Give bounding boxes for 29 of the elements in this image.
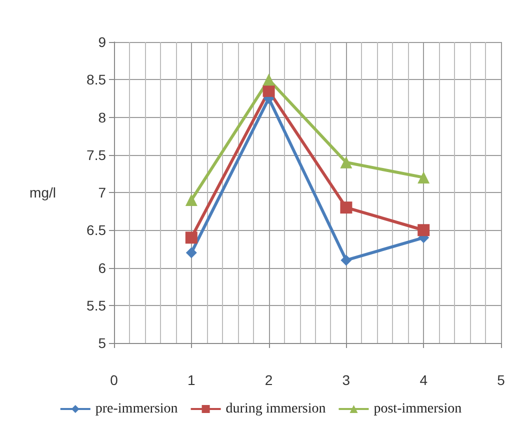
y-tick-label: 7 <box>98 184 106 200</box>
y-tick-label: 6.5 <box>86 222 106 238</box>
y-tick-label: 5 <box>98 335 106 351</box>
x-tick-label: 5 <box>497 372 506 388</box>
y-tick-label: 7.5 <box>86 146 106 163</box>
y-tick-label: 5.5 <box>86 297 106 314</box>
y-tick-label: 8.5 <box>86 72 106 88</box>
point <box>418 171 430 184</box>
point <box>185 232 198 244</box>
y-tick-label: 6 <box>98 260 106 276</box>
point <box>186 247 197 258</box>
legend-label: during immersion <box>226 402 326 416</box>
x-tick-label: 2 <box>264 372 273 388</box>
point <box>340 254 352 266</box>
legend-label: pre-immersion <box>95 402 178 416</box>
y-tick-label: 9 <box>98 34 106 50</box>
point <box>418 224 430 236</box>
x-tick-label: 3 <box>342 372 350 388</box>
x-tick-label: 4 <box>420 372 428 388</box>
y-tick-label: 8 <box>98 109 106 126</box>
point <box>340 156 352 168</box>
y-axis-title: mg/l <box>30 184 56 200</box>
point <box>262 74 275 86</box>
legend-label: post-immersion <box>374 402 462 416</box>
point <box>340 202 352 214</box>
x-tick-label: 1 <box>188 372 196 388</box>
x-tick-label: 0 <box>110 372 118 388</box>
point <box>185 194 198 206</box>
point <box>262 84 275 97</box>
